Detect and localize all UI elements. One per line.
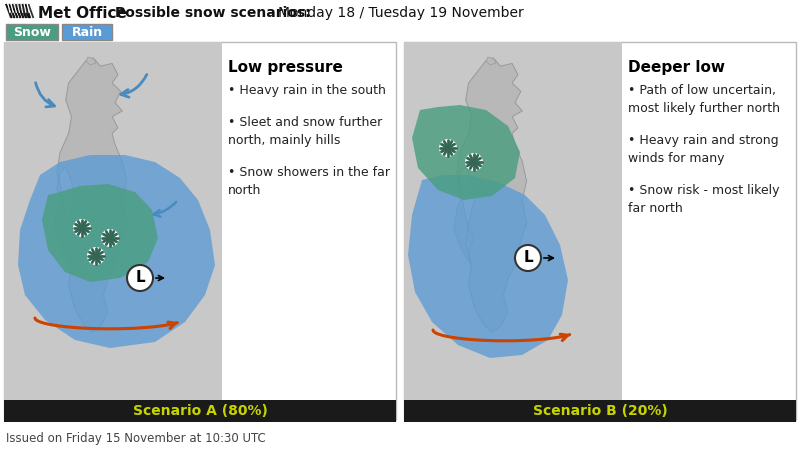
Text: Deeper low: Deeper low	[628, 60, 725, 75]
Text: • Sleet and snow further
north, mainly hills: • Sleet and snow further north, mainly h…	[228, 116, 382, 147]
FancyBboxPatch shape	[4, 42, 222, 420]
Polygon shape	[454, 58, 526, 332]
FancyBboxPatch shape	[404, 42, 622, 420]
Text: Met Office: Met Office	[38, 5, 127, 21]
Text: • Heavy rain and strong
winds for many: • Heavy rain and strong winds for many	[628, 134, 778, 165]
Text: Scenario A (80%): Scenario A (80%)	[133, 404, 267, 418]
FancyBboxPatch shape	[6, 24, 58, 40]
Circle shape	[465, 153, 483, 171]
FancyBboxPatch shape	[62, 24, 112, 40]
Polygon shape	[408, 175, 568, 358]
FancyBboxPatch shape	[404, 42, 796, 420]
Text: Issued on Friday 15 November at 10:30 UTC: Issued on Friday 15 November at 10:30 UT…	[6, 432, 266, 445]
Text: Scenario B (20%): Scenario B (20%)	[533, 404, 667, 418]
Text: L: L	[135, 270, 145, 285]
Circle shape	[73, 219, 91, 237]
Text: Low pressure: Low pressure	[228, 60, 343, 75]
Text: • Heavy rain in the south: • Heavy rain in the south	[228, 84, 386, 97]
Text: • Snow risk - most likely
far north: • Snow risk - most likely far north	[628, 184, 779, 215]
Circle shape	[87, 247, 105, 265]
Text: L: L	[523, 251, 533, 266]
Polygon shape	[54, 58, 126, 332]
Text: Possible snow scenarios:: Possible snow scenarios:	[115, 6, 310, 20]
Polygon shape	[412, 105, 520, 200]
FancyBboxPatch shape	[4, 400, 396, 422]
Polygon shape	[18, 155, 215, 348]
Text: Snow: Snow	[13, 26, 51, 39]
Circle shape	[101, 229, 119, 247]
Polygon shape	[86, 57, 96, 65]
Text: Monday 18 / Tuesday 19 November: Monday 18 / Tuesday 19 November	[278, 6, 524, 20]
Text: • Snow showers in the far
north: • Snow showers in the far north	[228, 166, 390, 197]
Circle shape	[515, 245, 541, 271]
Polygon shape	[42, 184, 158, 282]
FancyBboxPatch shape	[4, 42, 396, 420]
FancyBboxPatch shape	[404, 400, 796, 422]
Text: Rain: Rain	[71, 26, 102, 39]
Circle shape	[127, 265, 153, 291]
Polygon shape	[486, 57, 496, 65]
Text: • Path of low uncertain,
most likely further north: • Path of low uncertain, most likely fur…	[628, 84, 780, 115]
Circle shape	[439, 139, 457, 157]
